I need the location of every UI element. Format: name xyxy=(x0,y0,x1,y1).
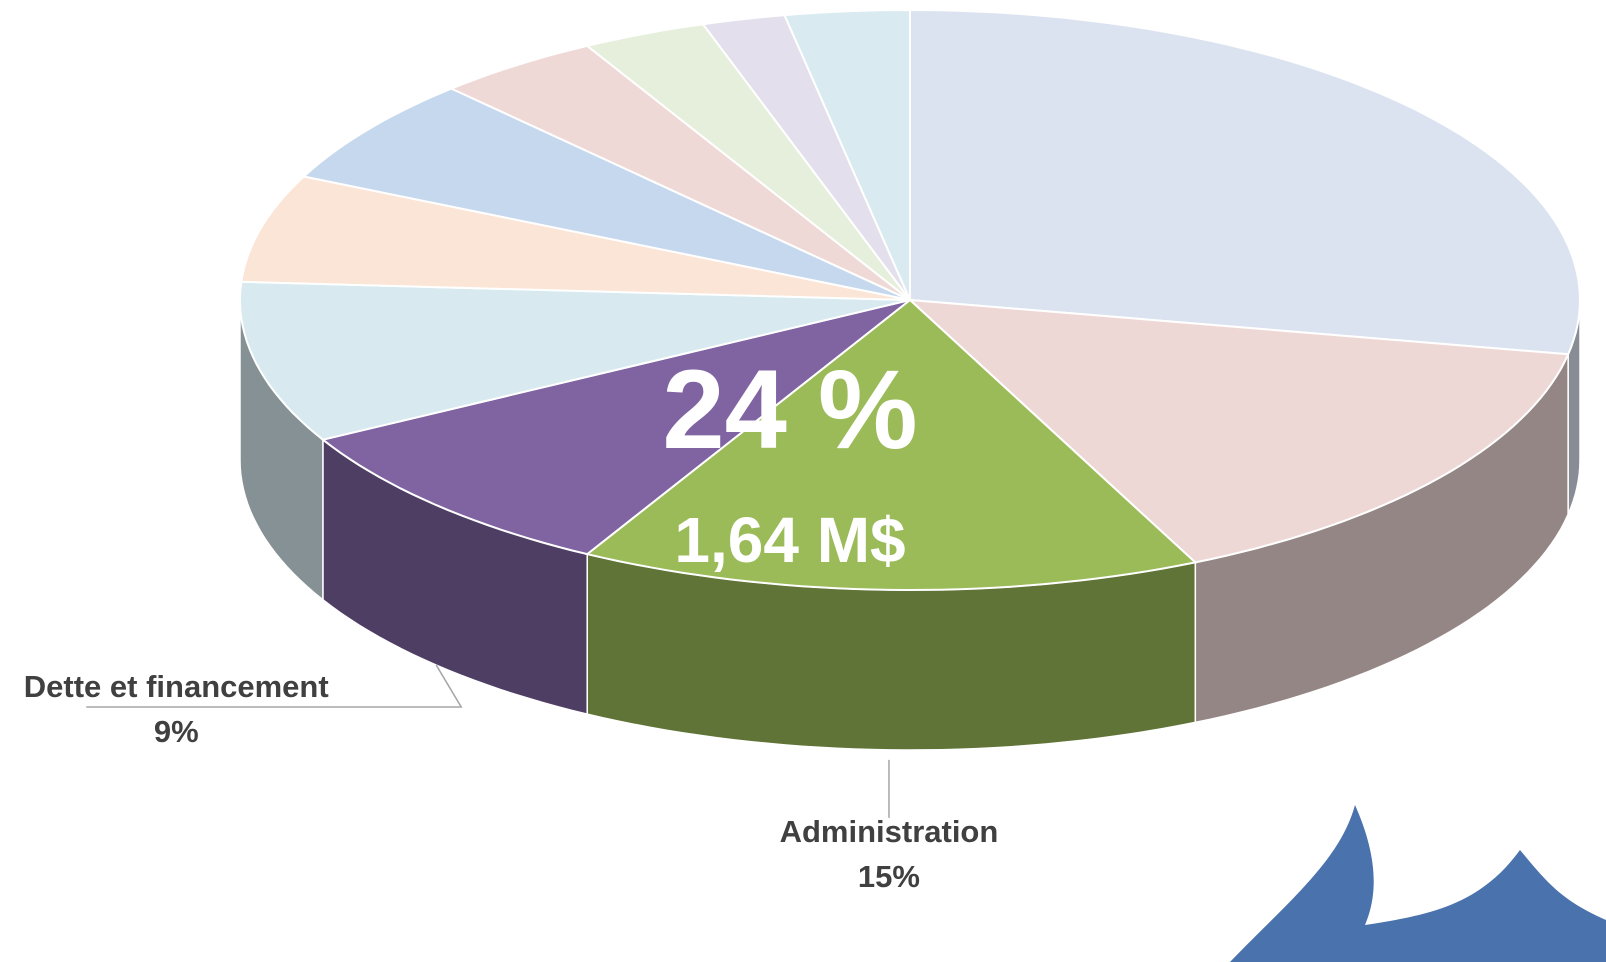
value-label: 9% xyxy=(154,714,199,749)
slice xyxy=(238,280,911,441)
slice xyxy=(240,175,911,301)
leader-line xyxy=(86,664,463,708)
slice xyxy=(584,23,911,301)
slice xyxy=(701,14,911,301)
slice xyxy=(907,298,1570,564)
category-label: Dette et financement xyxy=(24,669,329,704)
value-label: 15% xyxy=(858,859,920,894)
slice xyxy=(909,8,1582,356)
slice xyxy=(320,299,911,556)
slice xyxy=(783,8,911,301)
annotation-amount: 1,64 M$ xyxy=(674,504,905,576)
logo xyxy=(1230,805,1606,962)
slice xyxy=(584,298,1198,592)
labels: Administration 15% Dette et financement 9% xyxy=(24,664,999,894)
annotation-percent: 24 % xyxy=(662,347,917,472)
slice-tops xyxy=(238,8,1582,592)
slice xyxy=(448,44,911,301)
slice-sides xyxy=(239,299,1581,751)
category-label: Administration xyxy=(780,814,999,849)
slice xyxy=(301,87,911,301)
